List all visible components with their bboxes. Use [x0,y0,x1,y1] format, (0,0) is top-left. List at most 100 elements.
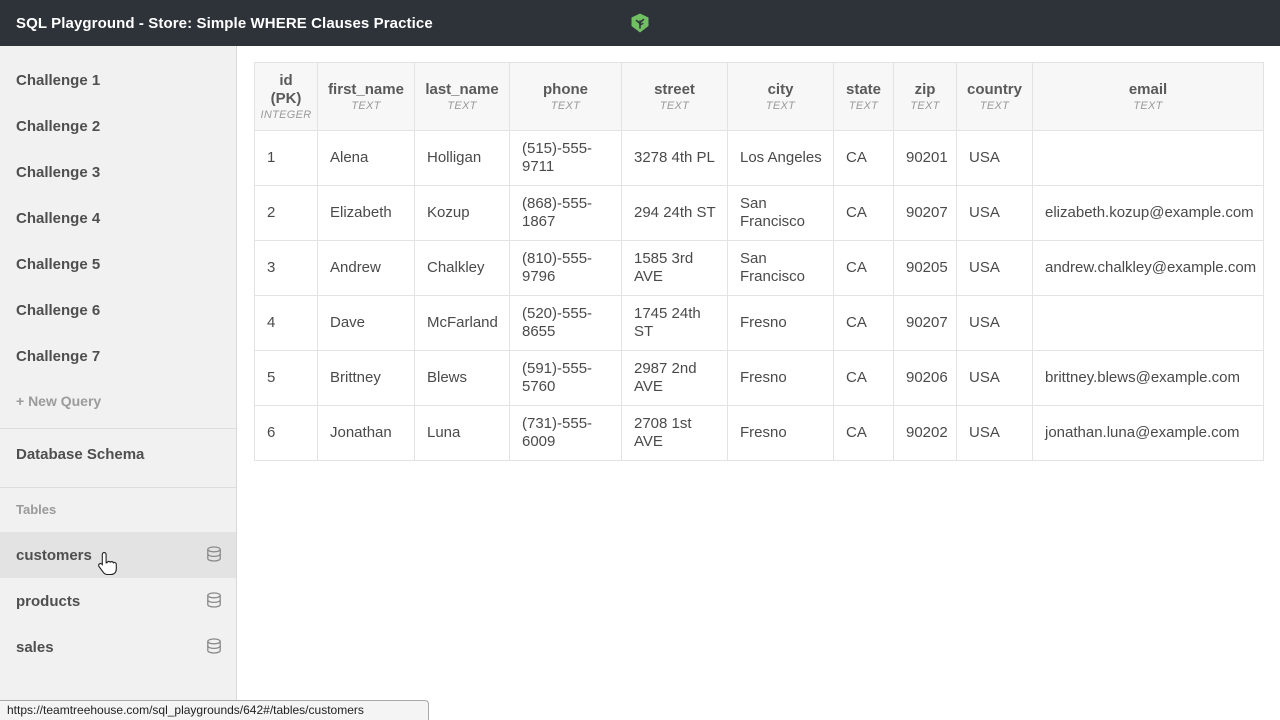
table-cell: Andrew [317,240,415,296]
database-icon [206,592,222,610]
table-cell: CA [833,405,894,461]
table-cell: Fresno [727,350,834,406]
table-cell: USA [956,350,1033,406]
column-name: state [845,80,882,98]
tables-list: customers products sales [0,532,236,670]
database-icon [206,638,222,656]
table-row: 6 Jonathan Luna (731)-555-6009 2708 1st AVE F… [254,405,1264,461]
table-cell: Elizabeth [317,185,415,241]
table-cell: CA [833,185,894,241]
table-row: 5 Brittney Blews (591)-555-5760 2987 2nd AVE… [254,350,1264,406]
table-cell: (515)-555-9711 [509,130,622,186]
table-cell: San Francisco [727,240,834,296]
table-cell: McFarland [414,295,510,351]
sidebar-item-table[interactable]: products [0,578,236,624]
table-cell: CA [833,350,894,406]
table-cell: Holligan [414,130,510,186]
column-header[interactable]: city TEXT [727,62,834,131]
column-type: TEXT [659,100,690,113]
column-name: first_name [328,80,404,98]
table-cell: Los Angeles [727,130,834,186]
sidebar-item-challenge[interactable]: Challenge 4 [16,210,101,227]
column-name: phone [543,80,588,98]
sidebar-item-challenge[interactable]: Challenge 5 [16,256,101,273]
table-name-label: products [16,592,81,610]
table-cell: 90201 [893,130,957,186]
new-query-button[interactable]: + New Query [16,393,102,409]
column-header[interactable]: email TEXT [1032,62,1264,131]
table-cell: USA [956,240,1033,296]
column-name: street [654,80,695,98]
column-name: id (PK) [270,72,302,107]
column-header[interactable]: phone TEXT [509,62,622,131]
table-cell: Fresno [727,405,834,461]
table-cell: 2708 1st AVE [621,405,728,461]
column-name: email [1128,80,1168,98]
table-cell: (810)-555-9796 [509,240,622,296]
sidebar-item-table[interactable]: sales [0,624,236,670]
table-cell: elizabeth.kozup@example.com [1032,185,1264,241]
table-cell: Alena [317,130,415,186]
sidebar-item-challenge[interactable]: Challenge 2 [16,118,101,135]
table-cell: (591)-555-5760 [509,350,622,406]
table-cell: Brittney [317,350,415,406]
table-cell: Luna [414,405,510,461]
table-name-label: sales [16,638,54,656]
table-cell [1032,295,1264,351]
column-name: zip [914,80,936,98]
table-cell: CA [833,130,894,186]
sidebar-divider [0,428,236,429]
table-cell: jonathan.luna@example.com [1032,405,1264,461]
table-cell: Fresno [727,295,834,351]
column-header[interactable]: zip TEXT [893,62,957,131]
column-header[interactable]: first_name TEXT [317,62,415,131]
column-header[interactable]: street TEXT [621,62,728,131]
table-name-label: customers [16,546,92,564]
table-cell: (868)-555-1867 [509,185,622,241]
table-cell [1032,130,1264,186]
treehouse-logo-icon [630,13,650,33]
window-title: SQL Playground - Store: Simple WHERE Cla… [16,14,433,32]
table-cell: CA [833,295,894,351]
sidebar-item-challenge[interactable]: Challenge 6 [16,302,101,319]
table-cell: USA [956,405,1033,461]
sidebar-item-challenge[interactable]: Challenge 1 [16,72,101,89]
column-name: country [966,80,1022,98]
table-cell: Chalkley [414,240,510,296]
table-cell: 1 [254,130,318,186]
column-header[interactable]: last_name TEXT [414,62,510,131]
sidebar-item-challenge[interactable]: Challenge 7 [16,348,101,365]
table-cell: 90202 [893,405,957,461]
table-cell: Jonathan [317,405,415,461]
table-cell: 294 24th ST [621,185,728,241]
results-table: id (PK) INTEGER first_name TEXT last_name TEX… [254,62,1264,461]
link-preview-statusbar: https://teamtreehouse.com/sql_playground… [0,700,429,720]
sidebar-item-table[interactable]: customers [0,532,236,578]
column-type: INTEGER [260,108,312,121]
column-header[interactable]: state TEXT [833,62,894,131]
column-header[interactable]: id (PK) INTEGER [254,62,318,131]
sidebar-divider [0,487,236,488]
table-cell: 2987 2nd AVE [621,350,728,406]
column-type: TEXT [550,100,581,113]
table-cell: USA [956,295,1033,351]
table-cell: Kozup [414,185,510,241]
column-name: last_name [425,80,499,98]
column-name: city [767,80,794,98]
table-cell: andrew.chalkley@example.com [1032,240,1264,296]
table-cell: 90206 [893,350,957,406]
table-cell: 5 [254,350,318,406]
column-type: TEXT [447,100,477,113]
table-cell: 90207 [893,295,957,351]
table-cell: 2 [254,185,318,241]
column-header[interactable]: country TEXT [956,62,1033,131]
column-type: TEXT [1133,100,1163,113]
table-cell: 3 [254,240,318,296]
sidebar-item-challenge[interactable]: Challenge 3 [16,164,101,181]
table-cell: USA [956,185,1033,241]
table-cell: 6 [254,405,318,461]
table-row: 3 Andrew Chalkley (810)-555-9796 1585 3rd AV… [254,240,1264,296]
column-type: TEXT [979,100,1010,113]
database-schema-heading: Database Schema [16,446,145,463]
column-type: TEXT [765,100,796,113]
